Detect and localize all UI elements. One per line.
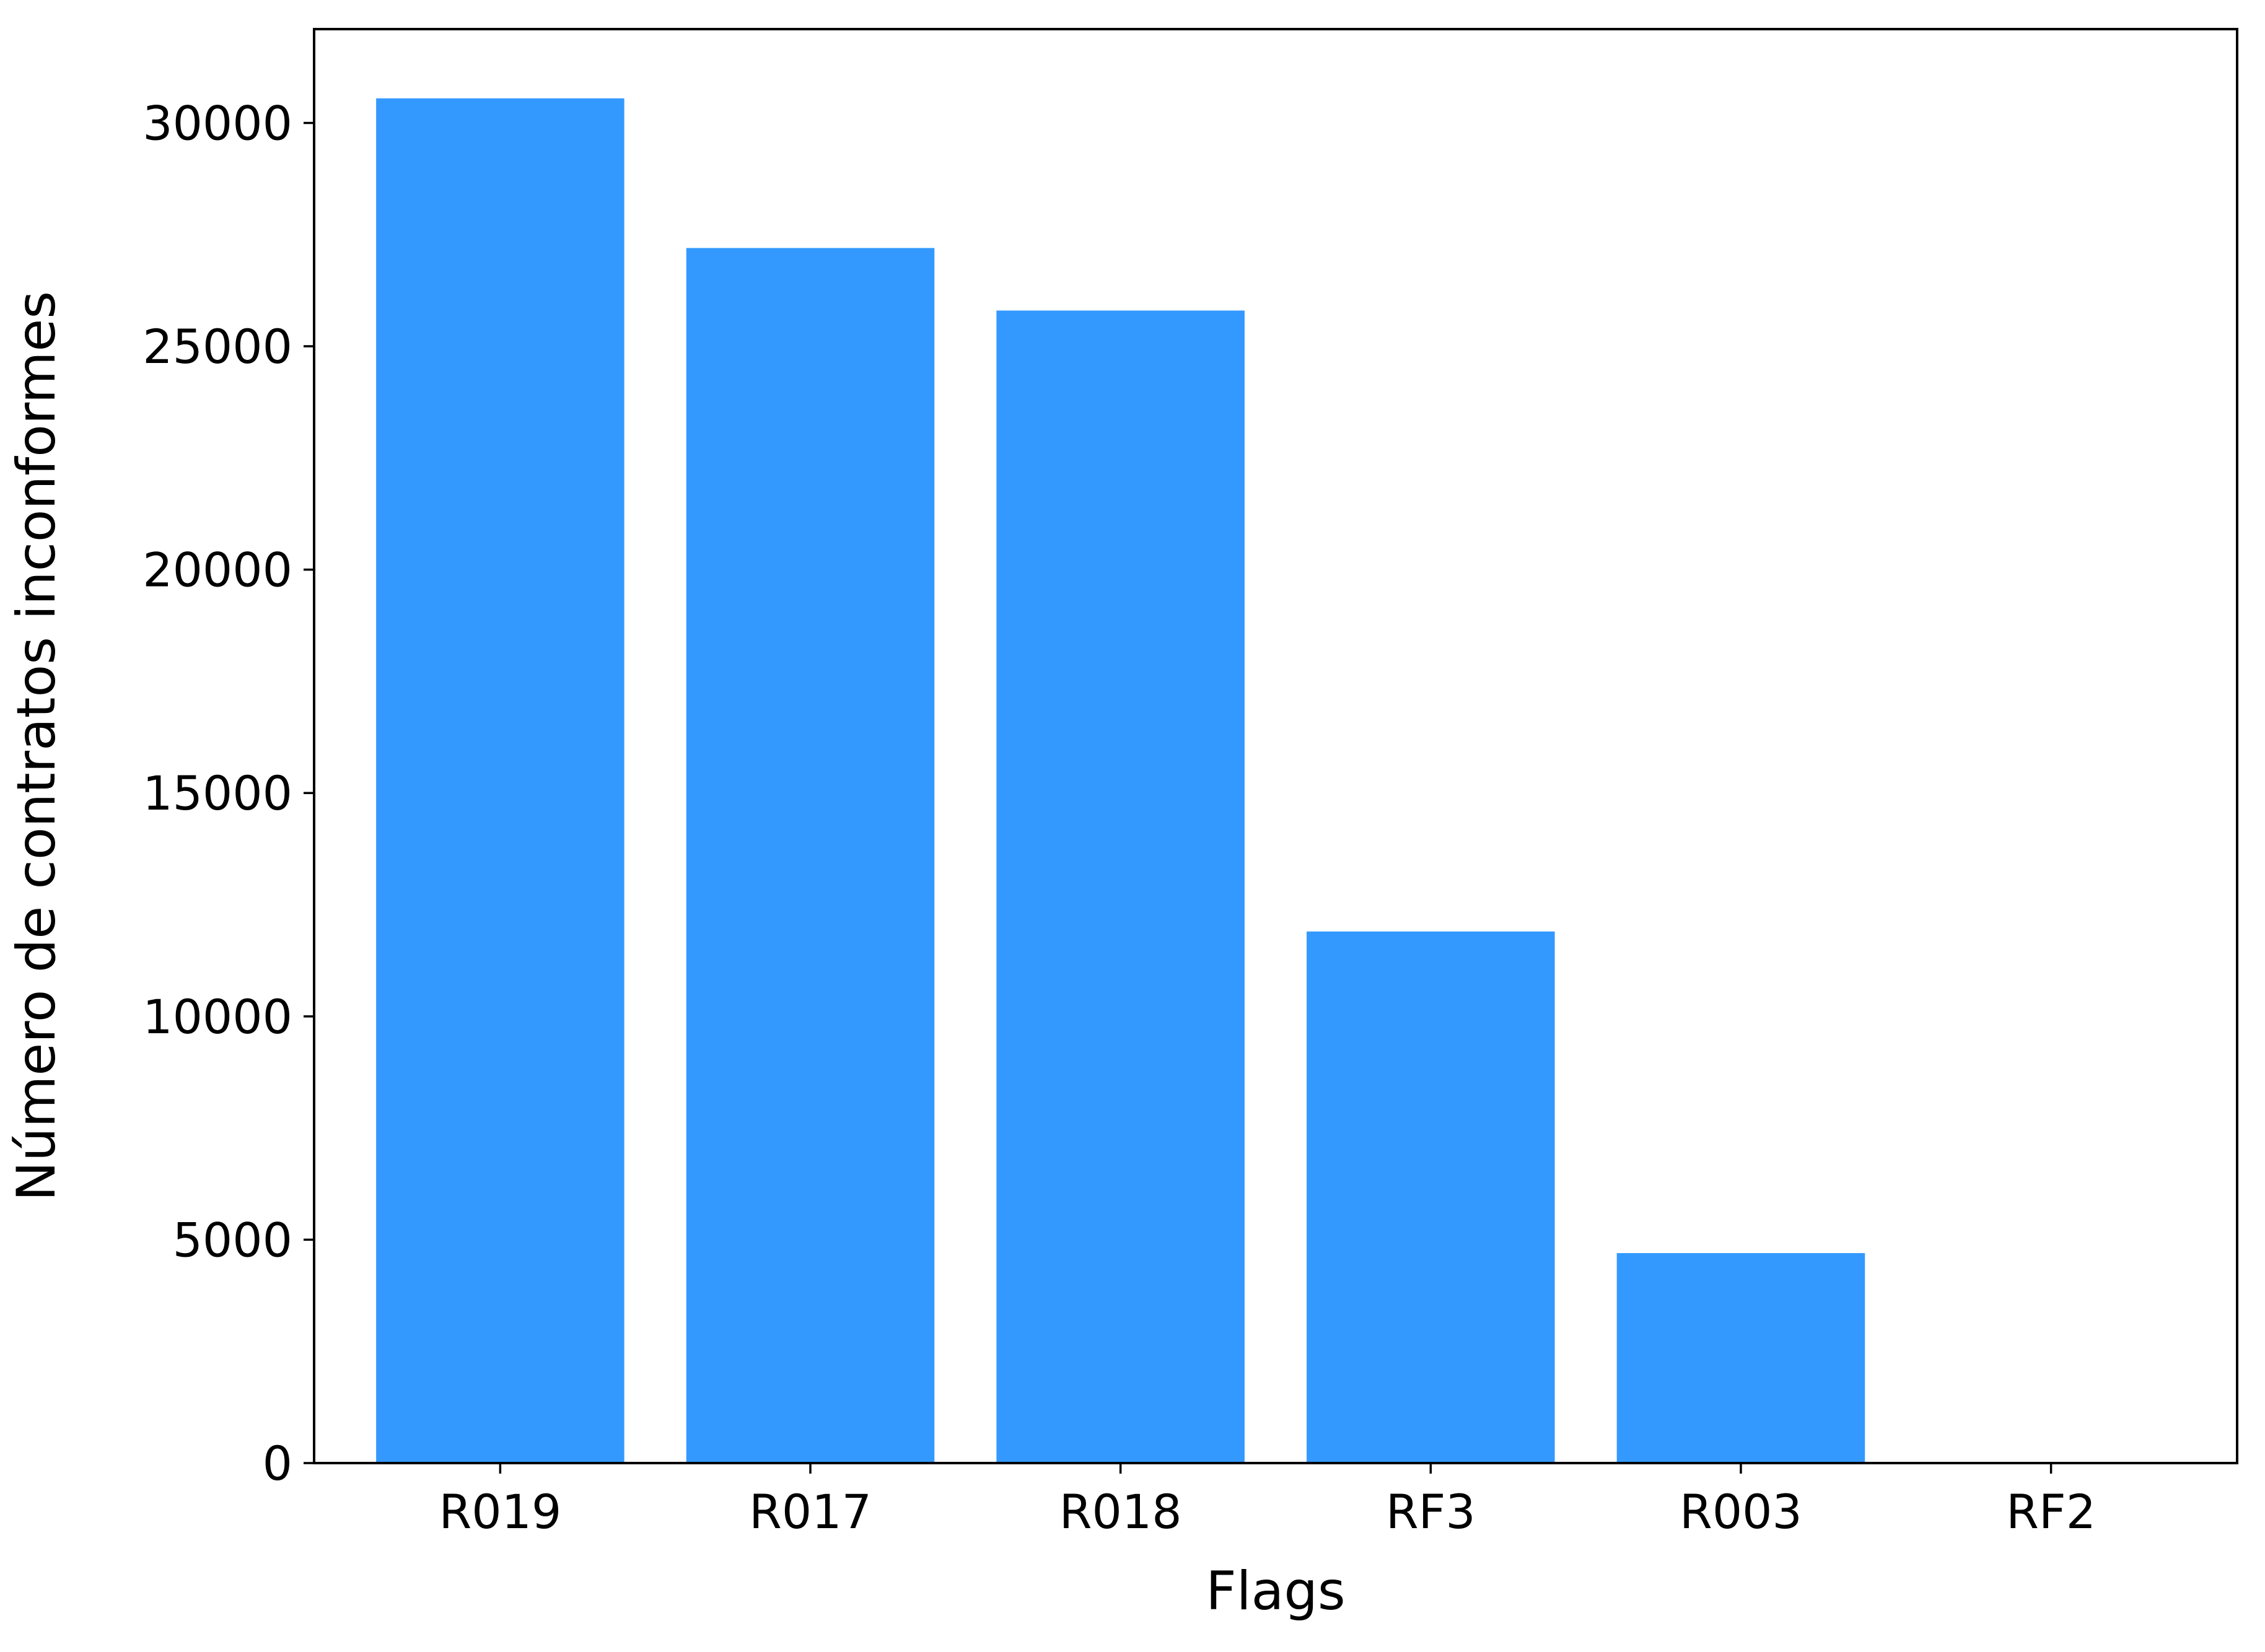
x-tick-label: R018: [1059, 1484, 1182, 1539]
bar-r003: [1616, 1253, 1865, 1463]
bar-r018: [996, 310, 1245, 1463]
y-axis-label: Número de contratos inconformes: [6, 291, 68, 1201]
y-tick-label: 5000: [173, 1212, 292, 1267]
y-tick-label: 30000: [142, 95, 292, 151]
y-tick-label: 15000: [142, 766, 292, 821]
y-tick-label: 20000: [142, 543, 292, 598]
bars-layer: [376, 98, 1865, 1464]
plot-area-frame: [313, 28, 2238, 1464]
x-tick-label: R017: [749, 1484, 872, 1539]
x-tick-label: RF3: [1386, 1484, 1476, 1539]
x-tick-label: R003: [1680, 1484, 1802, 1539]
x-tick-label: R019: [439, 1484, 561, 1539]
y-tick-label: 10000: [142, 989, 292, 1044]
x-axis-ticks: R019 R017 R018 RF3 R003 RF2: [439, 1463, 2096, 1539]
bar-rf3: [1307, 931, 1555, 1463]
bar-r019: [376, 98, 624, 1464]
bar-r017: [686, 248, 935, 1463]
x-axis-label: Flags: [1206, 1560, 1345, 1622]
x-tick-label: RF2: [2006, 1484, 2096, 1539]
y-tick-label: 0: [263, 1436, 292, 1491]
y-axis-ticks: 0 5000 10000 15000 20000 25000 30000: [142, 95, 314, 1491]
y-tick-label: 25000: [142, 319, 292, 374]
